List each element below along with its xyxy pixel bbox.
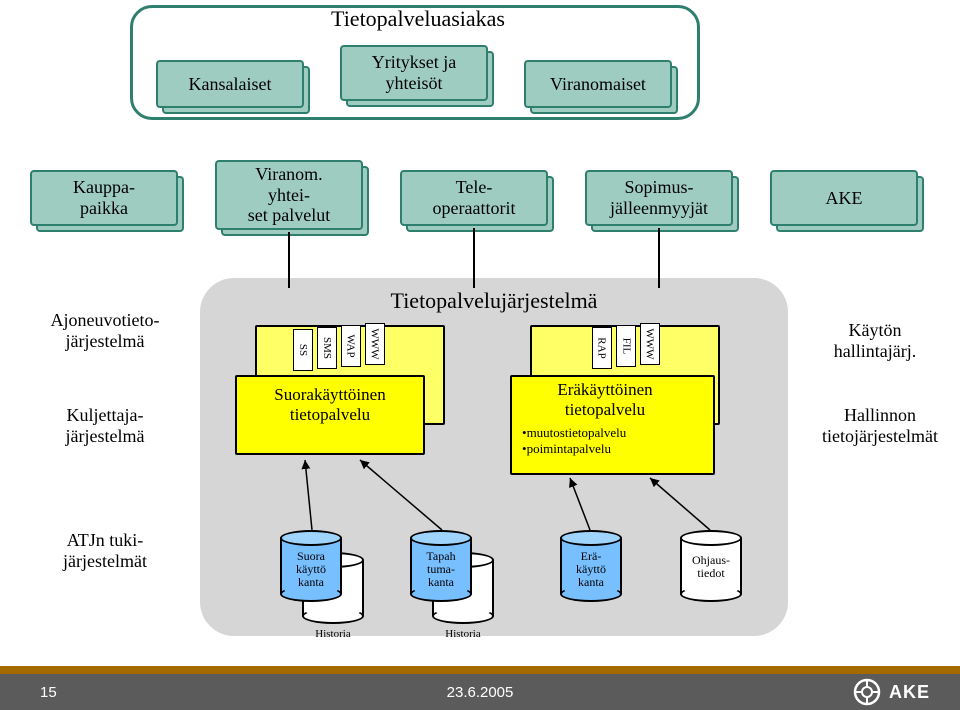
box-ake-label: AKE (826, 188, 863, 209)
db-era-label: Erä- käyttö kanta (560, 550, 622, 590)
era-bullets: •muutostietopalvelu •poimintapalvelu (516, 425, 626, 458)
suora-tab-ss: SS (293, 329, 313, 371)
label-hallinnon: Hallinnon tietojärjestelmät (800, 405, 960, 446)
footer-logo-text: AKE (889, 682, 930, 703)
label-kuljettaja: Kuljettaja- järjestelmä (20, 405, 190, 446)
system-title: Tietopalvelujärjestelmä (200, 288, 788, 314)
box-kansalaiset-label: Kansalaiset (189, 74, 272, 95)
footer-logo: AKE (853, 678, 930, 706)
db-suora-label: Suora käyttö kanta (280, 550, 342, 590)
era-label: Eräkäyttöinen tietopalvelu (510, 380, 700, 419)
label-atj: ATJn tuki- järjestelmät (20, 530, 190, 571)
era-tab-www: WWW (640, 323, 660, 365)
db-suora-historia-label: Historia (302, 628, 364, 640)
footer: 15 23.6.2005 AKE (0, 666, 960, 710)
label-ajoneuvo: Ajoneuvotieto- järjestelmä (20, 310, 190, 351)
footer-page: 15 (40, 684, 57, 701)
box-sopimus-label: Sopimus- jälleenmyyjät (610, 177, 708, 218)
suora-label: Suorakäyttöinen tietopalvelu (235, 385, 425, 424)
era-tab-fil: FIL (616, 325, 636, 367)
label-kaytto: Käytön hallintajärj. (800, 320, 950, 361)
box-kauppapaikka-label: Kauppa- paikka (73, 177, 135, 218)
db-tapah-label: Tapah tuma- kanta (410, 550, 472, 590)
box-yritykset-label: Yritykset ja yhteisöt (372, 52, 456, 93)
era-tab-rap: RAP (592, 327, 612, 369)
box-viranomaiset-label: Viranomaiset (550, 74, 646, 95)
suora-tab-sms: SMS (317, 327, 337, 369)
suora-tab-www: WWW (365, 323, 385, 365)
suora-tab-wap: WAP (341, 325, 361, 367)
footer-date: 23.6.2005 (447, 684, 514, 701)
box-tele-label: Tele- operaattorit (433, 177, 516, 218)
top-group-title: Tietopalveluasiakas (143, 6, 693, 32)
db-ohjaus-label: Ohjaus- tiedot (680, 554, 742, 580)
box-viranom-label: Viranom. yhtei- set palvelut (248, 164, 330, 226)
db-tapah-historia-label: Historia (432, 628, 494, 640)
